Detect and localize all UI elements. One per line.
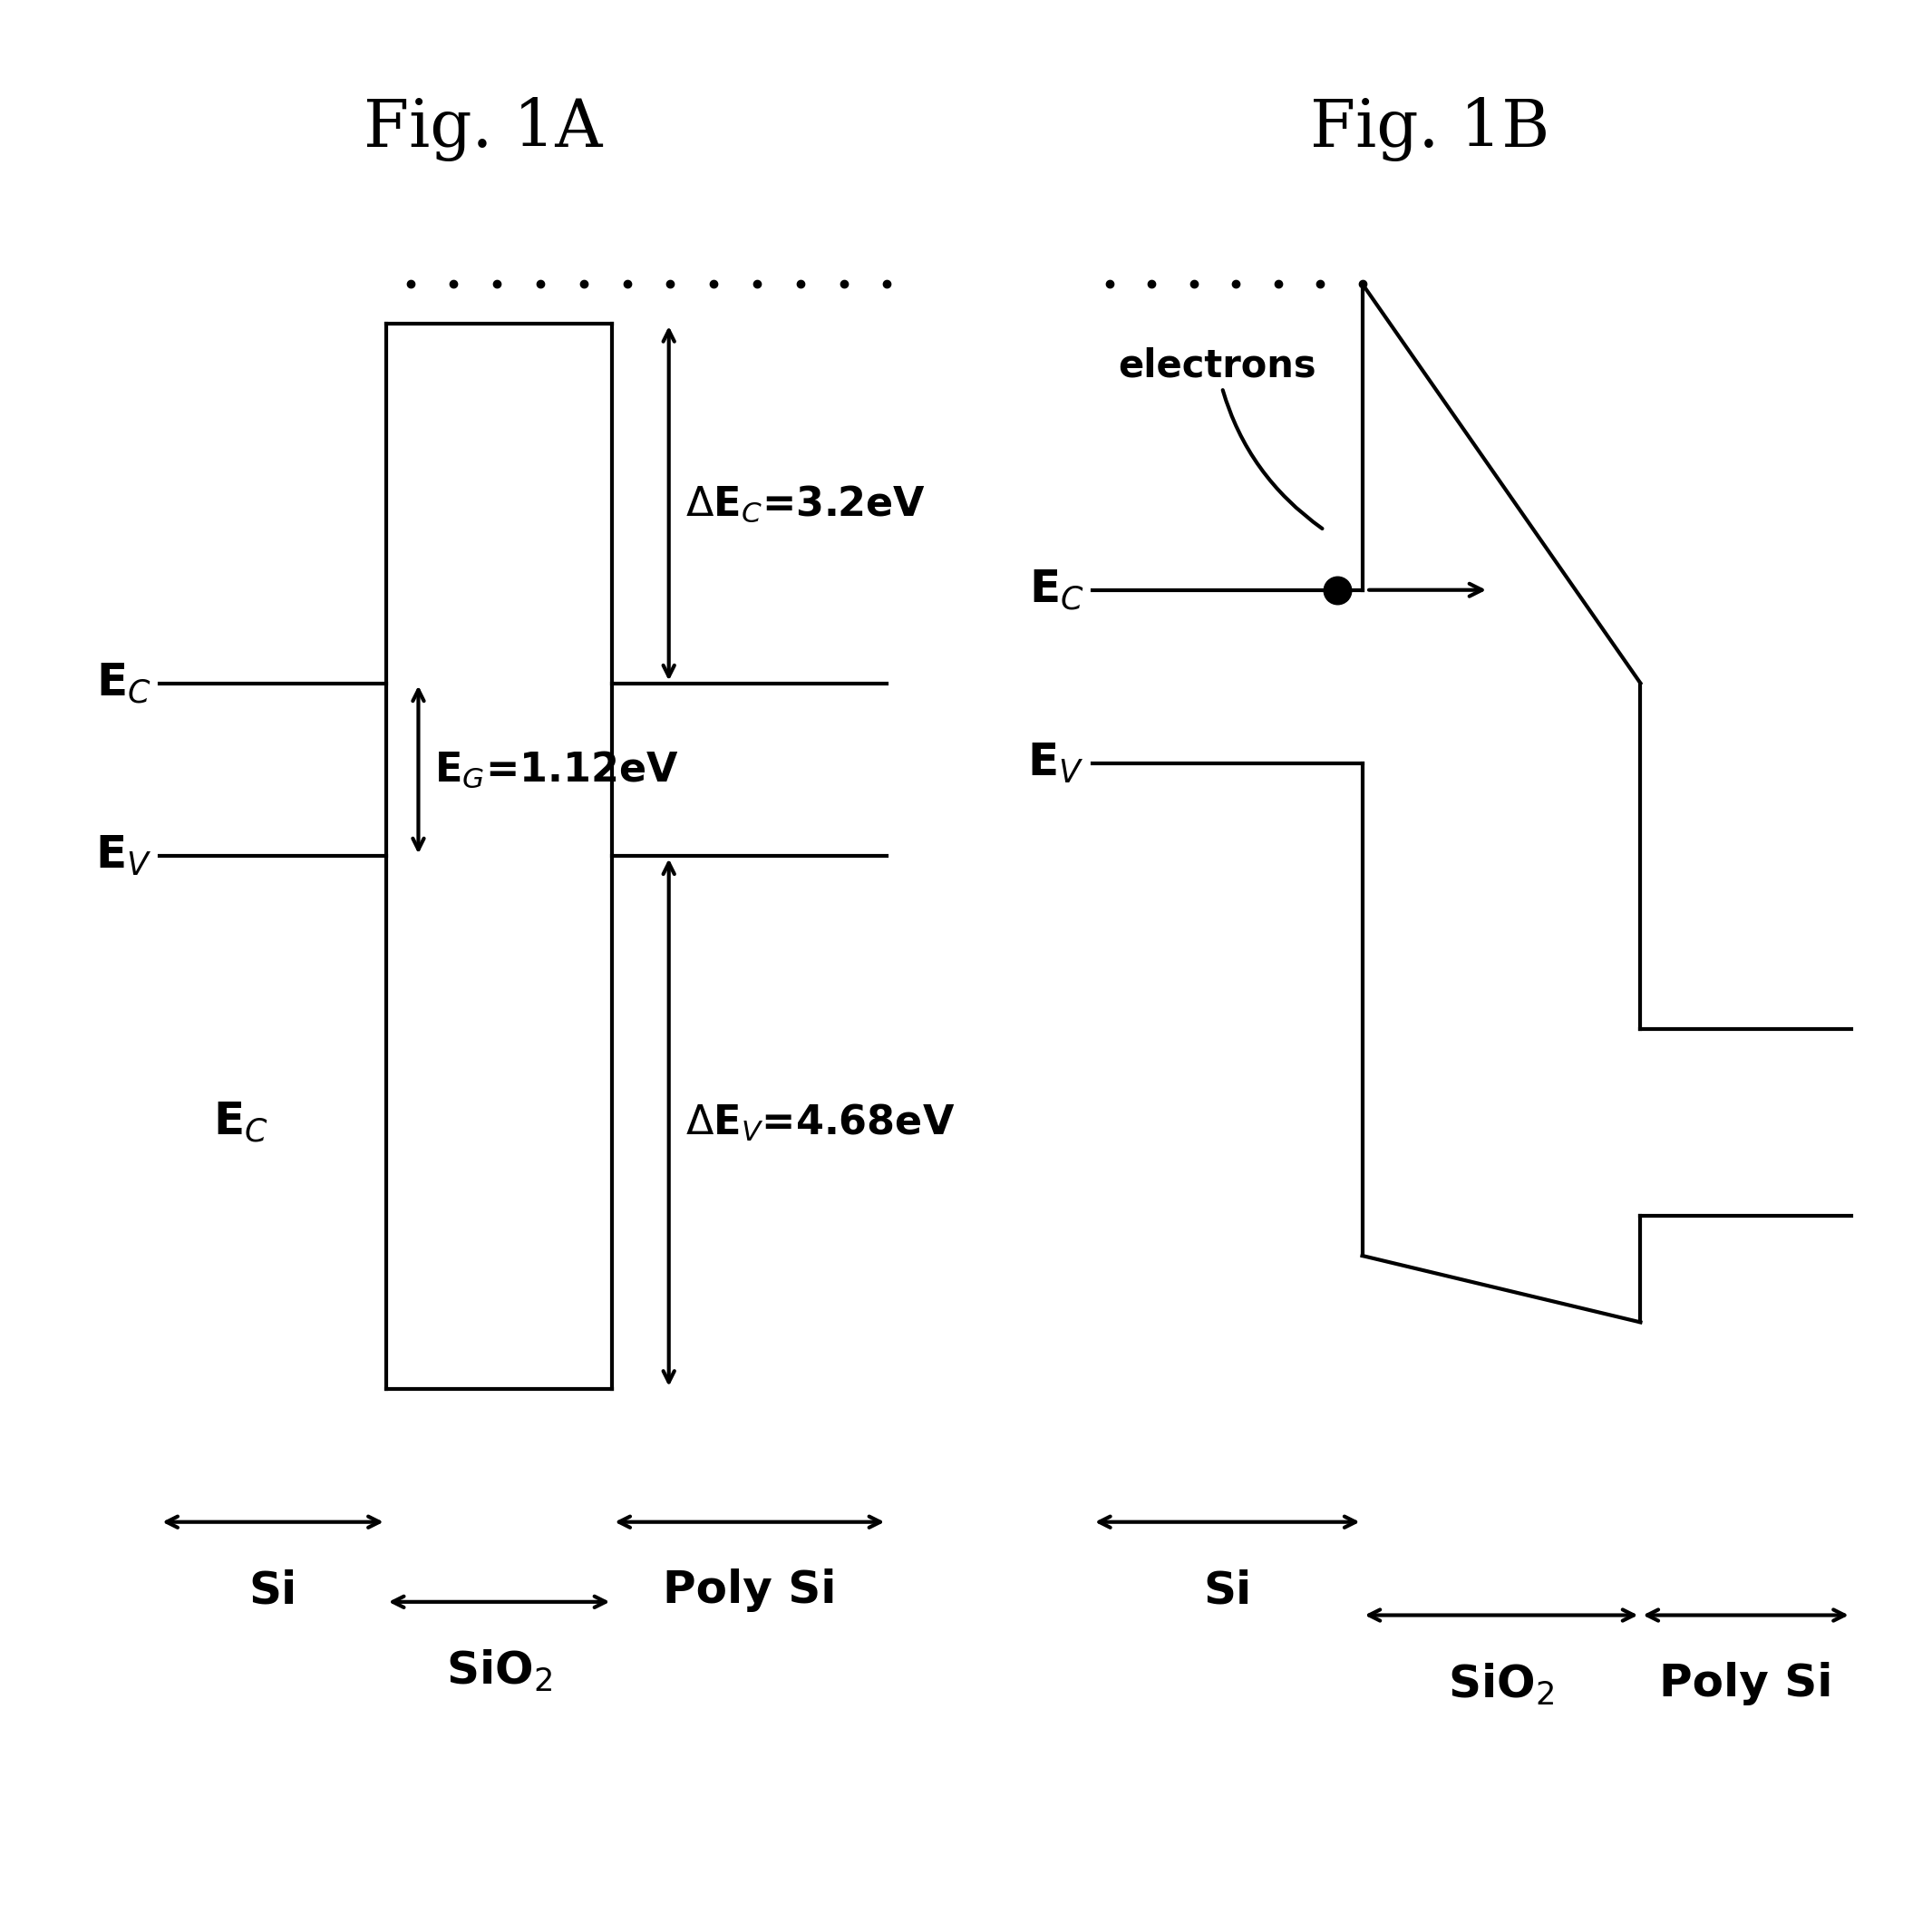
Text: SiO$_2$: SiO$_2$	[1449, 1662, 1555, 1706]
Text: SiO$_2$: SiO$_2$	[446, 1649, 553, 1693]
Text: Fig. 1B: Fig. 1B	[1310, 98, 1549, 163]
Text: E$_C$: E$_C$	[1028, 568, 1084, 612]
Text: Poly Si: Poly Si	[663, 1569, 837, 1613]
Text: $\Delta$E$_V$=4.68eV: $\Delta$E$_V$=4.68eV	[686, 1102, 954, 1144]
Text: E$_C$: E$_C$	[213, 1100, 269, 1144]
Text: Poly Si: Poly Si	[1660, 1662, 1833, 1704]
Text: electrons: electrons	[1119, 346, 1321, 528]
Text: E$_C$: E$_C$	[97, 662, 153, 706]
Text: Si: Si	[249, 1569, 298, 1613]
Text: Si: Si	[1204, 1569, 1252, 1613]
Text: E$_V$: E$_V$	[1028, 740, 1084, 784]
Text: E$_V$: E$_V$	[95, 834, 153, 878]
Text: Fig. 1A: Fig. 1A	[363, 98, 603, 163]
Text: E$_G$=1.12eV: E$_G$=1.12eV	[435, 750, 678, 790]
Text: $\Delta$E$_C$=3.2eV: $\Delta$E$_C$=3.2eV	[686, 484, 925, 524]
